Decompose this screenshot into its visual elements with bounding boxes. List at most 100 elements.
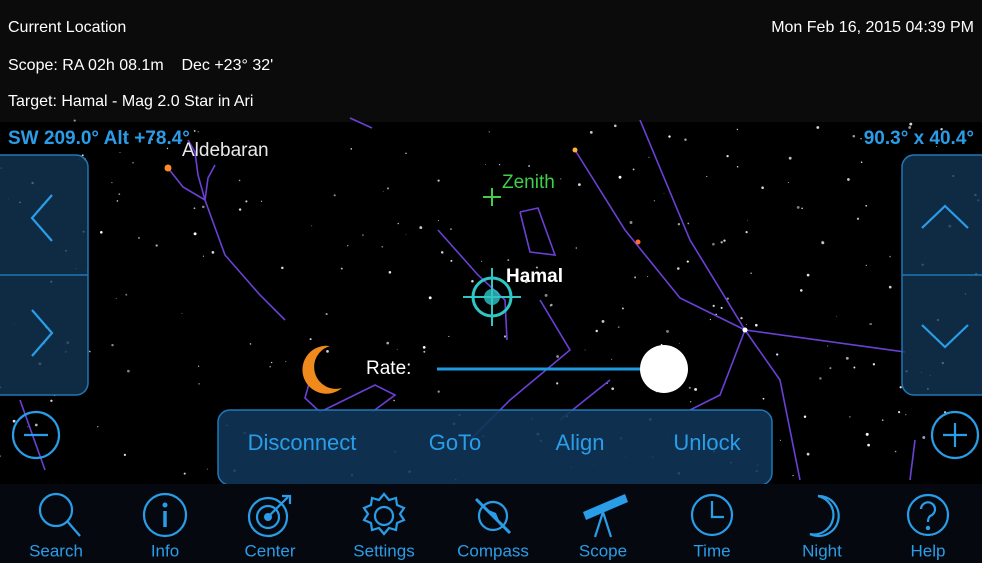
star xyxy=(694,388,697,391)
star xyxy=(471,280,474,283)
star xyxy=(100,231,103,234)
star xyxy=(866,265,867,266)
tool-label: Scope xyxy=(579,541,627,560)
tool-label: Info xyxy=(151,541,179,560)
star xyxy=(499,164,500,165)
star xyxy=(710,319,711,320)
star xyxy=(97,426,98,427)
target: Target: Hamal - Mag 2.0 Star in Ari xyxy=(8,93,253,110)
tool-label: Settings xyxy=(353,541,414,560)
star xyxy=(118,193,120,195)
star xyxy=(679,343,680,344)
star xyxy=(857,218,859,220)
star xyxy=(687,223,689,225)
star xyxy=(611,359,612,360)
star xyxy=(602,320,605,323)
star xyxy=(124,454,126,456)
star xyxy=(668,135,670,137)
star xyxy=(780,440,781,441)
disconnect-button[interactable]: Disconnect xyxy=(248,430,357,455)
star xyxy=(341,268,343,270)
star xyxy=(406,234,407,235)
star xyxy=(866,433,869,436)
star xyxy=(829,367,831,369)
star xyxy=(389,271,392,274)
star xyxy=(636,240,641,245)
goto-button[interactable]: GoTo xyxy=(429,430,482,455)
star xyxy=(423,351,425,353)
star xyxy=(900,386,902,388)
datetime: Mon Feb 16, 2015 04:39 PM xyxy=(771,19,974,36)
star xyxy=(761,186,764,189)
star xyxy=(889,286,892,289)
star xyxy=(788,182,789,183)
star xyxy=(448,336,449,337)
star xyxy=(689,387,691,389)
star xyxy=(755,324,758,327)
star xyxy=(865,205,867,207)
star xyxy=(438,390,440,392)
unlock-button[interactable]: Unlock xyxy=(673,430,741,455)
star xyxy=(362,234,364,236)
star-label: Aldebaran xyxy=(182,140,269,161)
star xyxy=(873,363,875,365)
star xyxy=(860,138,861,139)
star xyxy=(116,298,117,299)
star xyxy=(922,436,925,439)
star xyxy=(861,162,862,163)
star xyxy=(611,387,614,390)
left-panel xyxy=(0,155,88,395)
star xyxy=(156,244,158,246)
star xyxy=(654,200,655,201)
right-panel xyxy=(902,155,982,395)
star xyxy=(800,289,803,292)
star xyxy=(905,414,906,415)
star xyxy=(895,451,897,453)
star xyxy=(576,247,578,249)
tool-label: Help xyxy=(911,541,946,560)
star xyxy=(127,370,130,373)
location: Current Location xyxy=(8,19,126,36)
tool-label: Search xyxy=(29,541,83,560)
star xyxy=(351,148,353,150)
star xyxy=(648,157,649,158)
star xyxy=(793,475,794,476)
star xyxy=(198,383,199,384)
star-aldebaran xyxy=(165,165,172,172)
star xyxy=(481,261,482,262)
field-of-view: 90.3° x 40.4° xyxy=(864,128,974,149)
star xyxy=(737,166,739,168)
star xyxy=(827,345,828,346)
star xyxy=(789,157,792,160)
star xyxy=(381,246,383,248)
star xyxy=(50,400,52,402)
star xyxy=(867,444,870,447)
star xyxy=(746,324,747,325)
star xyxy=(125,294,127,296)
star xyxy=(797,206,800,209)
align-button[interactable]: Align xyxy=(556,430,605,455)
star xyxy=(117,200,119,202)
star xyxy=(882,419,884,421)
star xyxy=(889,256,891,258)
rate-label: Rate: xyxy=(366,358,411,379)
star xyxy=(245,200,247,202)
target-label: Hamal xyxy=(506,266,563,287)
tool-label: Time xyxy=(693,541,730,560)
star xyxy=(721,241,723,243)
rate-slider-knob[interactable] xyxy=(640,345,688,393)
star xyxy=(723,239,725,241)
star xyxy=(504,335,506,337)
star xyxy=(595,330,597,332)
star xyxy=(198,366,199,367)
star xyxy=(202,206,205,209)
toolbar: Search Info Center Settings Compass Scop… xyxy=(0,484,982,563)
star xyxy=(326,313,328,315)
star xyxy=(194,207,196,209)
star xyxy=(634,276,636,278)
star xyxy=(909,123,912,126)
star xyxy=(450,228,451,229)
star xyxy=(849,416,850,417)
star xyxy=(847,178,850,181)
star xyxy=(678,223,680,225)
